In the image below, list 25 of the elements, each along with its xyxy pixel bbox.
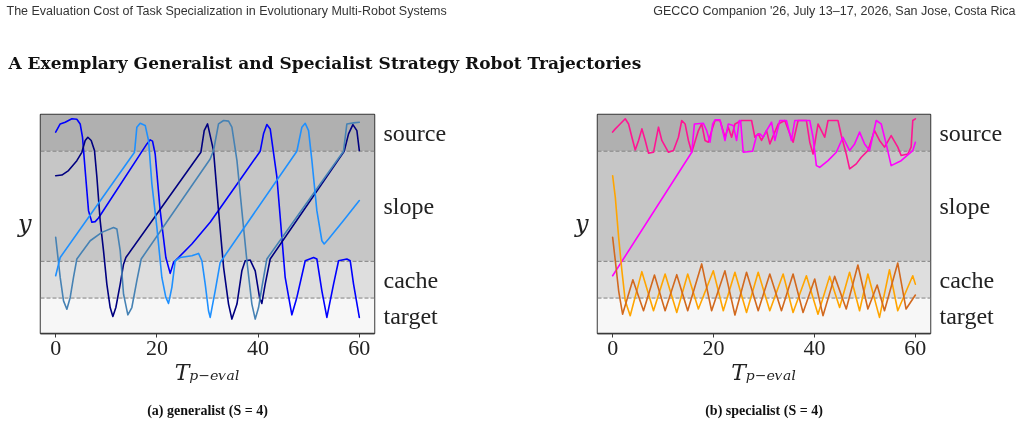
x-tick-label: 20	[702, 334, 725, 360]
x-tick-label: 60	[904, 334, 927, 360]
band-label: cache	[939, 266, 995, 293]
x-axis-title: Tₚ₋ₑᵥₐₗ	[731, 359, 797, 385]
text: GECCO Companion '26, July 13–17, 2026, San Jose, Costa Rica	[653, 3, 1016, 18]
text: A Exemplary Generalist and Specialist Strategy Robot Trajectories	[7, 52, 642, 73]
x-tick-label: 40	[803, 334, 826, 360]
band-label: source	[939, 119, 1003, 146]
x-tick-label: 20	[145, 334, 168, 360]
band-label: target	[939, 302, 995, 329]
x-axis-title: Tₚ₋ₑᵥₐₗ	[174, 359, 241, 385]
text: The Evaluation Cost of Task Specialization in Evolutionary Multi-Robot Systems	[6, 3, 447, 18]
x-tick-label: 40	[247, 334, 270, 360]
text: (b) specialist (S = 4)	[705, 402, 824, 419]
band-label: slope	[939, 193, 991, 220]
x-tick-label: 60	[348, 334, 371, 360]
band-label: cache	[383, 266, 439, 293]
band-label: target	[383, 302, 439, 329]
y-axis-title: y	[16, 210, 32, 238]
x-tick-label: 0	[607, 334, 619, 360]
band-label: source	[383, 119, 447, 146]
band-label: slope	[383, 193, 435, 220]
text: (a) generalist (S = 4)	[147, 402, 269, 419]
y-axis-title: y	[573, 210, 589, 238]
x-tick-label: 0	[50, 334, 62, 360]
